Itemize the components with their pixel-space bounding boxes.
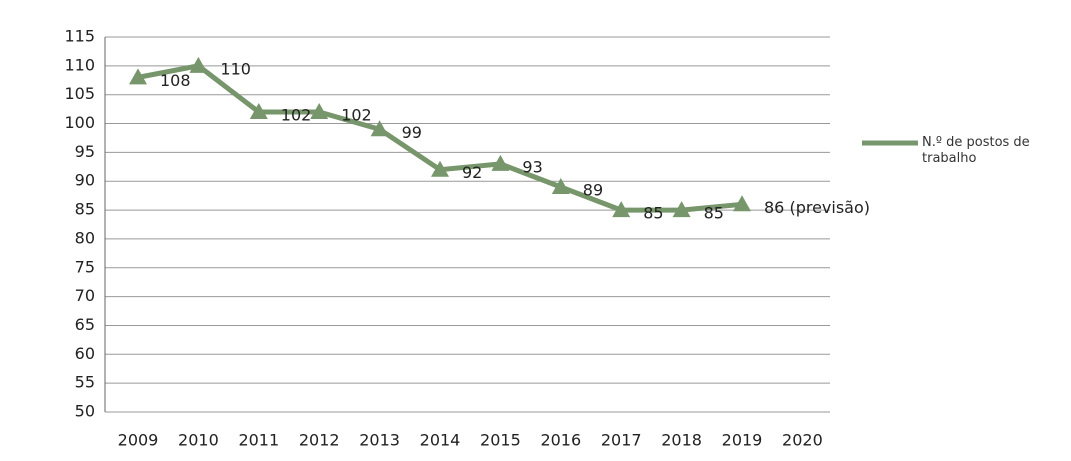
- y-tick-label: 85: [75, 200, 95, 219]
- x-tick-label: 2018: [661, 431, 702, 450]
- x-tick-label: 2012: [299, 431, 340, 450]
- y-tick-label: 115: [64, 27, 95, 46]
- data-label: 93: [522, 157, 542, 176]
- data-label: 89: [583, 181, 603, 200]
- y-tick-label: 110: [64, 55, 95, 74]
- y-tick-label: 80: [75, 228, 95, 247]
- data-label: 110: [220, 59, 251, 78]
- x-tick-label: 2020: [782, 431, 823, 450]
- x-tick-label: 2009: [118, 431, 159, 450]
- marker: [491, 154, 510, 171]
- x-tick-label: 2013: [359, 431, 400, 450]
- marker: [249, 103, 268, 119]
- data-label: 86 (previsão): [764, 198, 870, 217]
- y-tick-label: 55: [75, 373, 95, 392]
- marker: [431, 160, 449, 177]
- marker: [733, 195, 751, 212]
- marker: [370, 120, 389, 137]
- y-tick-label: 65: [75, 315, 95, 334]
- y-tick-label: 75: [75, 257, 95, 276]
- data-label: 102: [341, 106, 372, 125]
- y-tick-label: 70: [75, 286, 95, 305]
- data-label: 102: [281, 106, 312, 125]
- marker: [189, 56, 208, 73]
- data-label: 99: [402, 123, 422, 142]
- data-label: 85: [704, 204, 724, 223]
- marker: [310, 103, 329, 119]
- y-tick-label: 60: [75, 344, 95, 363]
- y-tick-label: 100: [64, 113, 95, 132]
- x-tick-label: 2019: [722, 431, 763, 450]
- y-tick-label: 95: [75, 142, 95, 161]
- marker: [129, 68, 147, 85]
- series-line: [137, 63, 743, 213]
- marker: [551, 178, 570, 194]
- x-tick-label: 2017: [601, 431, 642, 450]
- x-tick-label: 2016: [540, 431, 581, 450]
- y-tick-label: 90: [75, 171, 95, 190]
- x-tick-label: 2015: [480, 431, 521, 450]
- marker: [612, 201, 631, 218]
- data-label: 92: [462, 163, 482, 182]
- data-label: 85: [643, 204, 663, 223]
- data-label: 108: [160, 71, 191, 90]
- y-tick-label: 105: [64, 84, 95, 103]
- x-tick-label: 2014: [420, 431, 461, 450]
- x-tick-label: 2011: [238, 431, 279, 450]
- x-tick-label: 2010: [178, 431, 219, 450]
- y-tick-label: 50: [75, 402, 95, 421]
- legend-label: N.º de postos de trabalho: [922, 135, 1030, 166]
- marker: [672, 201, 691, 218]
